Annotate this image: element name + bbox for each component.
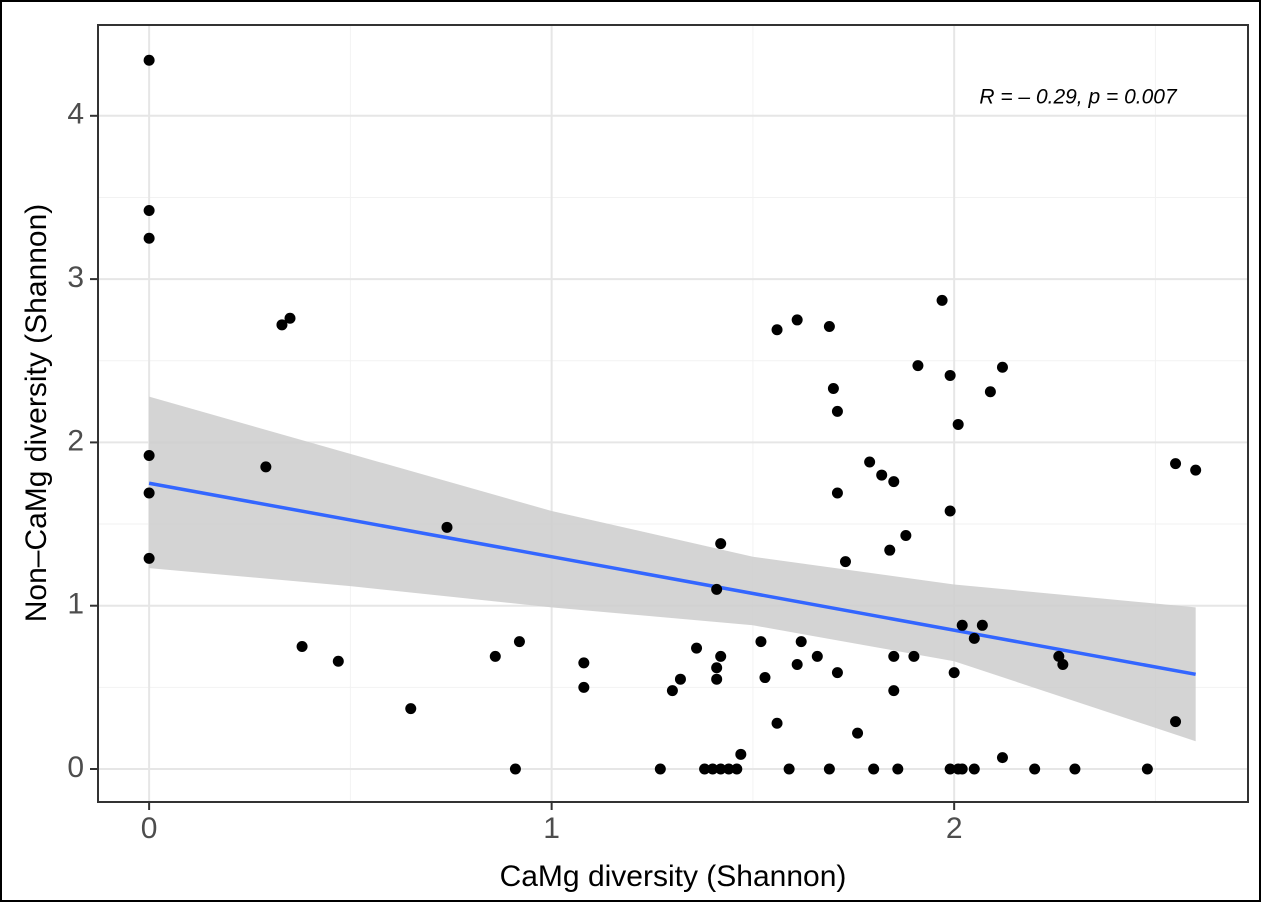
point bbox=[908, 650, 920, 662]
point bbox=[699, 763, 711, 775]
point bbox=[578, 657, 590, 669]
point bbox=[944, 505, 956, 517]
point bbox=[666, 685, 678, 697]
point bbox=[489, 650, 501, 662]
point bbox=[852, 727, 864, 739]
point bbox=[296, 641, 308, 653]
point bbox=[715, 763, 727, 775]
y-axis-title: Non–CaMg diversity (Shannon) bbox=[20, 204, 53, 623]
point bbox=[996, 361, 1008, 373]
point bbox=[143, 487, 155, 499]
point bbox=[711, 662, 723, 674]
x-axis-title: CaMg diversity (Shannon) bbox=[500, 860, 847, 893]
point bbox=[944, 763, 956, 775]
point bbox=[783, 763, 795, 775]
point bbox=[888, 650, 900, 662]
point bbox=[1029, 763, 1041, 775]
point bbox=[864, 456, 876, 468]
point bbox=[771, 717, 783, 729]
point bbox=[1170, 458, 1182, 470]
regression-line bbox=[148, 481, 1196, 677]
y-tick-label: 0 bbox=[67, 751, 84, 784]
point bbox=[284, 312, 296, 324]
point bbox=[892, 763, 904, 775]
point bbox=[1069, 763, 1081, 775]
point bbox=[888, 685, 900, 697]
point bbox=[143, 449, 155, 461]
point bbox=[731, 763, 743, 775]
point bbox=[831, 487, 843, 499]
point bbox=[948, 667, 960, 679]
point bbox=[707, 763, 719, 775]
point bbox=[1057, 658, 1069, 670]
annotation: R = – 0.29, p = 0.007 bbox=[979, 86, 1178, 109]
panel-border bbox=[97, 24, 1249, 803]
point bbox=[755, 636, 767, 648]
y-tick-label: 2 bbox=[67, 424, 84, 457]
point bbox=[143, 552, 155, 564]
x-tick-label: 0 bbox=[141, 812, 158, 845]
point bbox=[711, 583, 723, 595]
point bbox=[1190, 464, 1202, 476]
point bbox=[791, 314, 803, 326]
point bbox=[260, 461, 272, 473]
point bbox=[936, 294, 948, 306]
point bbox=[771, 324, 783, 336]
point bbox=[888, 476, 900, 488]
x-tick-label: 2 bbox=[946, 812, 963, 845]
point bbox=[711, 673, 723, 685]
point bbox=[143, 205, 155, 217]
point bbox=[276, 319, 288, 331]
point bbox=[715, 538, 727, 550]
point bbox=[900, 529, 912, 541]
point bbox=[968, 763, 980, 775]
y-tick-label: 1 bbox=[67, 588, 84, 621]
point bbox=[691, 642, 703, 654]
point bbox=[839, 556, 851, 568]
point bbox=[654, 763, 666, 775]
point bbox=[868, 763, 880, 775]
point bbox=[912, 360, 924, 372]
point bbox=[996, 752, 1008, 764]
point bbox=[578, 681, 590, 693]
point bbox=[956, 619, 968, 631]
point bbox=[674, 673, 686, 685]
point bbox=[441, 521, 453, 533]
point bbox=[811, 650, 823, 662]
confidence-band bbox=[149, 396, 1196, 742]
point bbox=[827, 383, 839, 395]
point bbox=[143, 232, 155, 244]
point bbox=[405, 703, 417, 715]
point bbox=[332, 655, 344, 667]
point bbox=[831, 405, 843, 417]
x-tick-label: 1 bbox=[543, 812, 560, 845]
point bbox=[1053, 650, 1065, 662]
point bbox=[509, 763, 521, 775]
point bbox=[1141, 763, 1153, 775]
point bbox=[823, 320, 835, 332]
point bbox=[956, 763, 968, 775]
point bbox=[143, 54, 155, 66]
point bbox=[968, 632, 980, 644]
point bbox=[952, 418, 964, 430]
point bbox=[735, 748, 747, 760]
point bbox=[791, 658, 803, 670]
point bbox=[884, 544, 896, 556]
point bbox=[759, 672, 771, 684]
point bbox=[795, 636, 807, 648]
point bbox=[976, 619, 988, 631]
point bbox=[984, 386, 996, 398]
point bbox=[723, 763, 735, 775]
point bbox=[513, 636, 525, 648]
point bbox=[831, 667, 843, 679]
point bbox=[944, 369, 956, 381]
y-tick-label: 3 bbox=[67, 261, 84, 294]
point bbox=[1170, 716, 1182, 728]
point bbox=[876, 469, 888, 481]
point bbox=[823, 763, 835, 775]
point bbox=[715, 650, 727, 662]
y-tick-label: 4 bbox=[67, 98, 84, 131]
